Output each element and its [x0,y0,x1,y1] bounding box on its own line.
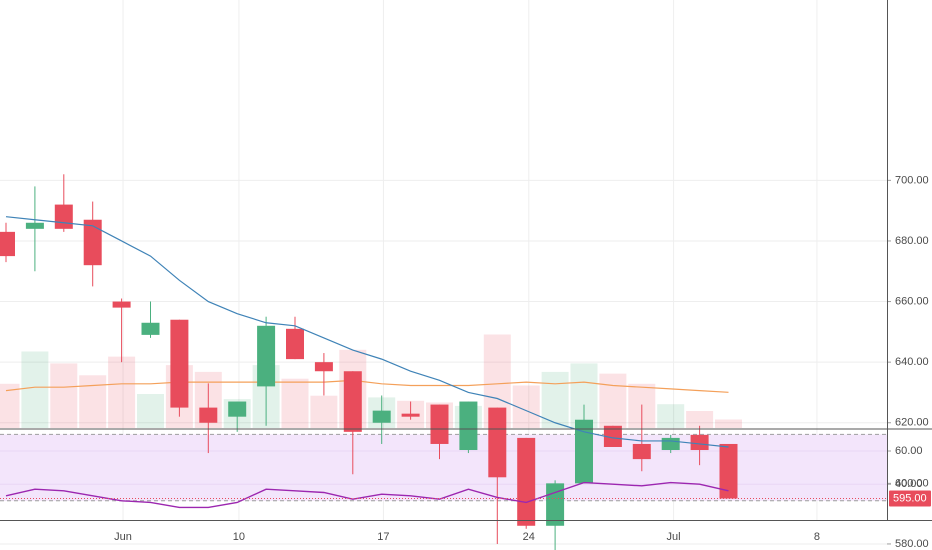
candle-body [112,301,131,308]
candle [459,401,478,454]
volume-bar [108,356,136,428]
candle [314,353,333,396]
date-tick-label: Jun [114,531,132,543]
price-tick-label: 680.00 [895,235,929,247]
volume-ma-line [5,379,729,393]
candle-body [257,325,276,387]
price-tick-label: 640.00 [895,356,929,368]
volume-bar [137,394,164,428]
volume-bar [541,371,569,428]
candle [719,443,738,499]
rsi-band-fill [0,434,887,501]
candle [228,401,247,432]
volume-bar [281,378,309,428]
price-tick-label: 600.00 [895,477,929,489]
candle-body [25,222,44,229]
price-tag-label: 595.00 [893,492,927,504]
candle [575,404,593,484]
sma-line [5,216,729,448]
candle-body [314,362,333,372]
candle [199,383,218,454]
date-tick-label: 24 [523,531,535,543]
candle-body [343,371,362,432]
price-tick-label: 660.00 [895,295,929,307]
candle [141,301,160,338]
volume-bar [50,363,78,428]
price-tick-label: 620.00 [895,417,929,429]
candle [170,319,189,417]
candle [372,395,391,444]
candle-body [141,322,160,335]
date-tick-label: 17 [377,531,389,543]
candle [343,371,362,475]
volume-bar [686,411,714,428]
volume-bar [0,383,20,428]
rsi-band [0,433,887,502]
candle [517,437,536,529]
candle [430,404,449,460]
candle-body [575,419,593,484]
rsi-tick-label: 60.00 [895,445,923,457]
date-tick-label: 8 [814,531,820,543]
candle-body [690,434,709,451]
candle [690,425,709,466]
price-tick-label: 580.00 [895,538,929,550]
candle-body [661,437,680,451]
candle-body [488,407,507,478]
candle [0,222,15,263]
candle-body [517,437,536,526]
price-tag: 595.00 [889,490,931,507]
candle-body [170,319,189,408]
volume-bar [310,395,338,428]
candle [401,401,420,420]
candle-body [632,443,651,460]
volume-bar [79,375,107,428]
candle-body [401,413,420,417]
candle-body [459,401,478,451]
candle [112,298,131,363]
candle-body [0,231,15,257]
candle [257,316,276,426]
candle-body [603,425,622,447]
candle-body [199,407,218,423]
volume-bar [715,419,742,428]
candles [0,174,738,550]
volume-bar [599,373,627,428]
candle-body [54,204,73,229]
date-tick-label: Jul [667,531,681,543]
candle-body [286,328,304,360]
volume-bar [657,404,685,428]
date-tick-label: 10 [233,531,245,543]
price-tag-box [889,490,931,507]
candle [25,186,44,272]
candle [488,407,507,544]
candle-body [228,401,247,417]
candle-body [430,404,449,444]
volume-bar [21,351,49,428]
candle [83,201,102,287]
rsi-line [5,481,729,509]
candle [286,316,304,360]
candle-body [719,443,738,499]
candle [632,404,651,472]
rsi-tick-label: 40.00 [895,478,923,490]
price-tick-label: 700.00 [895,174,929,186]
candle-body [83,219,102,266]
candle-body [372,410,391,423]
